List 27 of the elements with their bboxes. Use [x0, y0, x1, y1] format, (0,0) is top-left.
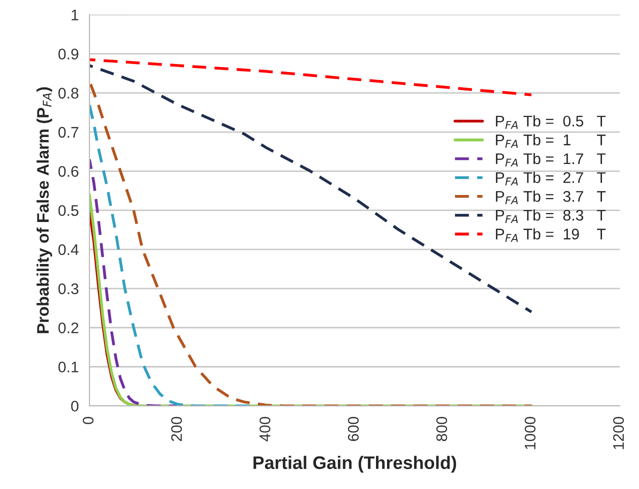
y-tick-label: 0.4 [58, 244, 79, 256]
y-tick-label: 0.7 [58, 126, 78, 138]
legend-label: P$_{FA}$ Tb = 19 T [496, 228, 606, 242]
x-tick-label: 600 [348, 416, 359, 441]
legend-label: P$_{FA}$ Tb = 1 T [496, 134, 606, 148]
y-tick-label: 0.9 [58, 48, 78, 60]
x-axis-title: Partial Gain (Threshold) [254, 456, 456, 473]
y-tick-label: 1 [72, 10, 78, 20]
x-tick-label: 0 [82, 416, 94, 424]
legend-label: P$_{FA}$ Tb = 8.3 T [496, 209, 606, 223]
y-tick-label: 0.2 [58, 322, 78, 334]
x-tick-label: 400 [260, 416, 270, 442]
y-axis-title: Probability of False Alarm (P$_{FA}$) [36, 87, 52, 334]
x-tick-label: 1200 [613, 416, 624, 450]
y-tick-label: 0 [71, 400, 78, 412]
y-tick-label: 0.1 [58, 362, 78, 372]
x-tick-label: 200 [171, 416, 182, 442]
legend-label: P$_{FA}$ Tb = 3.7 T [496, 190, 606, 204]
y-tick-label: 0.8 [58, 88, 78, 99]
y-tick-label: 0.3 [58, 283, 78, 294]
y-tick-label: 0.5 [58, 205, 78, 216]
legend-label: P$_{FA}$ Tb = 0.5 T [496, 115, 606, 129]
y-tick-label: 0.6 [58, 166, 78, 177]
x-tick-label: 800 [436, 416, 448, 442]
legend-label: P$_{FA}$ Tb = 2.7 T [496, 172, 606, 186]
x-tick-label: 1000 [524, 416, 536, 450]
legend-label: P$_{FA}$ Tb = 1.7 T [496, 152, 606, 167]
